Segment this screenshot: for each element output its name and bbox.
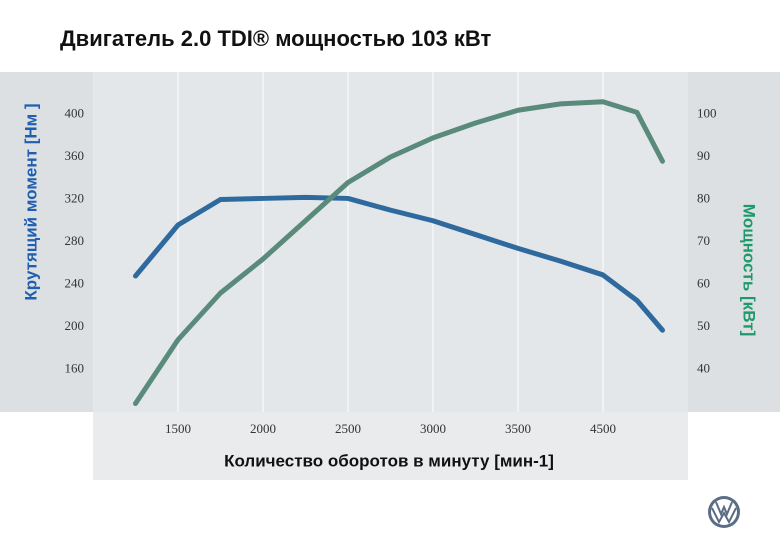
x-axis-title: Количество оборотов в минуту [мин-1] (224, 451, 554, 470)
y-tick-label: 160 (65, 360, 85, 375)
y2-tick-label: 90 (697, 148, 710, 163)
x-tick-label: 2000 (250, 421, 276, 436)
y2-axis-title: Мощность [кВт] (740, 204, 759, 336)
x-tick-label: 3000 (420, 421, 446, 436)
x-tick-label: 2500 (335, 421, 361, 436)
y-tick-label: 200 (65, 318, 85, 333)
y-tick-label: 240 (65, 275, 85, 290)
data-line (133, 99, 665, 406)
y2-tick-label: 40 (697, 360, 710, 375)
y2-tick-label: 100 (697, 105, 717, 120)
y2-tick-label: 60 (697, 275, 710, 290)
y-tick-label: 360 (65, 148, 85, 163)
x-tick-label: 4500 (590, 421, 616, 436)
x-axis-band (93, 412, 688, 480)
y2-tick-label: 50 (697, 318, 710, 333)
y-tick-label: 280 (65, 233, 85, 248)
x-tick-label: 1500 (165, 421, 191, 436)
chart-title: Двигатель 2.0 TDI® мощностью 103 кВт (60, 26, 491, 51)
y-tick-label: 320 (65, 190, 85, 205)
plot-area (93, 72, 688, 412)
y2-tick-label: 70 (697, 233, 710, 248)
y-axis-title: Крутящий момент [Нм ] (21, 103, 40, 300)
data-line (133, 194, 665, 333)
x-tick-label: 3500 (505, 421, 531, 436)
y2-tick-label: 80 (697, 190, 710, 205)
y-tick-label: 400 (65, 105, 85, 120)
vw-logo (708, 496, 740, 528)
